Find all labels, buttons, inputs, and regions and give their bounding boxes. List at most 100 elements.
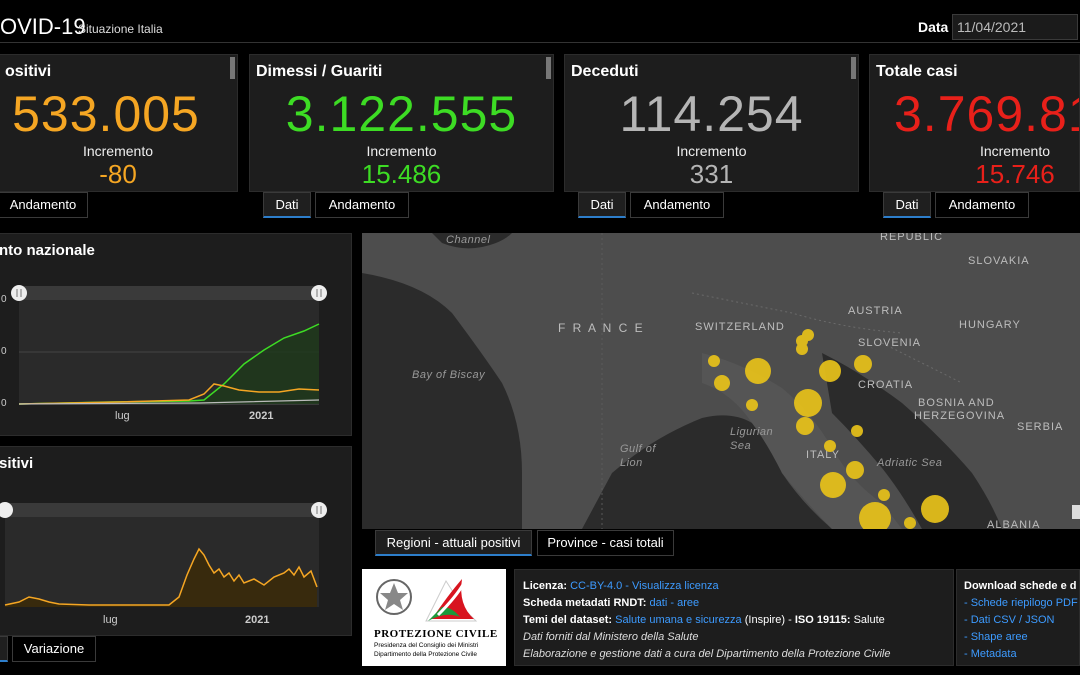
y-tick: 0 <box>1 346 7 357</box>
tab-totale-dati[interactable]: Dati <box>883 192 931 218</box>
region-bubble[interactable] <box>846 461 864 479</box>
guariti-area <box>19 324 319 404</box>
tab-variazione[interactable]: Variazione <box>12 636 96 662</box>
positivi-chart <box>0 502 327 607</box>
flame-green-icon <box>428 607 460 621</box>
x-tick: lug <box>103 614 118 626</box>
license-row: Licenza: CC-BY-4.0 - Visualizza licenza <box>523 580 719 592</box>
download-panel: Download schede e d - Schede riepilogo P… <box>956 569 1080 666</box>
adriatic-sea <box>822 353 1002 529</box>
map-bubbles <box>708 329 949 529</box>
date-input[interactable]: 11/04/2021 <box>952 14 1078 40</box>
logo-line1: Presidenza del Consiglio dei Ministri <box>374 642 479 649</box>
slider-handle-left[interactable] <box>11 285 27 301</box>
metadata-sep: - <box>667 597 678 609</box>
region-bubble[interactable] <box>796 417 814 435</box>
region-bubble[interactable] <box>708 355 720 367</box>
region-bubble[interactable] <box>824 440 836 452</box>
card-scrollbar[interactable] <box>546 57 551 79</box>
map-label: BOSNIA AND <box>918 397 995 409</box>
slider-handle-left[interactable] <box>0 502 13 518</box>
card-positivi-inc-value: -80 <box>99 159 137 189</box>
license-label: Licenza: <box>523 580 568 592</box>
map-scrollbar[interactable] <box>1072 505 1080 519</box>
trend-range-slider[interactable] <box>19 286 319 300</box>
logo-line2: Dipartimento della Protezione Civile <box>374 651 477 658</box>
tab-guariti-andamento[interactable]: Andamento <box>315 192 409 218</box>
card-totale-inc-label: Incremento <box>979 143 1051 159</box>
map-label: Bay of Biscay <box>412 369 486 381</box>
channel-sea <box>432 233 512 249</box>
card-guariti: Dimessi / Guariti 3.122.555 Incremento 1… <box>249 54 554 192</box>
card-deceduti: Deceduti 114.254 Incremento 331 <box>564 54 859 192</box>
region-bubble[interactable] <box>802 329 814 341</box>
positivi-range-slider[interactable] <box>5 503 319 517</box>
map-label: HERZEGOVINA <box>914 410 1006 422</box>
app-title: OVID-19 <box>0 14 86 39</box>
map-label: CROATIA <box>858 379 914 391</box>
map-label: Channel <box>446 234 491 246</box>
region-bubble[interactable] <box>921 495 949 523</box>
management-text: Elaborazione e gestione dati a cura del … <box>523 648 891 660</box>
map-label: SWITZERLAND <box>695 321 785 333</box>
region-bubble[interactable] <box>746 399 758 411</box>
region-bubble[interactable] <box>851 425 863 437</box>
download-link-shape[interactable]: - Shape aree <box>964 631 1028 643</box>
map-label: REPUBLIC <box>880 233 944 243</box>
region-bubble[interactable] <box>819 360 841 382</box>
positivi-panel: sitivi lug 2021 <box>0 446 352 636</box>
positivi-variation-line <box>4 547 318 606</box>
tab-positivi-andamento[interactable]: Andamento <box>0 192 88 218</box>
card-totale-inc-value: 15.746 <box>975 159 1055 189</box>
x-tick: lug <box>115 410 130 422</box>
tab-totale-andamento[interactable]: Andamento <box>935 192 1029 218</box>
star-icon <box>380 583 408 610</box>
map-label: SLOVENIA <box>858 337 922 349</box>
protezione-civile-logo: PROTEZIONE CIVILE Presidenza del Consigl… <box>362 569 506 666</box>
card-deceduti-inc-label: Incremento <box>676 143 747 159</box>
region-bubble[interactable] <box>796 343 808 355</box>
region-bubble[interactable] <box>820 472 846 498</box>
tab-deceduti-andamento[interactable]: Andamento <box>630 192 724 218</box>
header: OVID-19 Situazione Italia Data 11/04/202… <box>0 0 1080 44</box>
region-bubble[interactable] <box>904 517 916 529</box>
download-link-metadata[interactable]: - Metadata <box>964 648 1017 660</box>
map-label: ALBANIA <box>987 519 1041 529</box>
card-scrollbar[interactable] <box>851 57 856 79</box>
map-label: AUSTRIA <box>848 305 903 317</box>
themes-row: Temi del dataset: Salute umana e sicurez… <box>523 614 885 626</box>
region-bubble[interactable] <box>878 489 890 501</box>
tab-positivi-active[interactable] <box>0 636 8 662</box>
map-view[interactable]: REPUBLIC SLOVAKIA Channel F R A N C E SW… <box>362 233 1080 529</box>
region-bubble[interactable] <box>859 502 891 529</box>
italy-land <box>702 353 902 529</box>
slider-handle-right[interactable] <box>311 502 327 518</box>
view-license-link[interactable]: Visualizza licenza <box>632 580 719 592</box>
y-tick: 0 <box>1 294 7 305</box>
license-sep: - <box>622 580 633 592</box>
tab-guariti-dati[interactable]: Dati <box>263 192 311 218</box>
license-link[interactable]: CC-BY-4.0 <box>570 580 623 592</box>
themes-link[interactable]: Salute umana e sicurezza <box>615 614 742 626</box>
map-label: SLOVAKIA <box>968 255 1030 267</box>
region-bubble[interactable] <box>794 389 822 417</box>
tab-regioni[interactable]: Regioni - attuali positivi <box>375 530 532 556</box>
y-tick: 0 <box>1 398 7 409</box>
source-text: Dati forniti dal Ministero della Salute <box>523 631 699 643</box>
tab-province[interactable]: Province - casi totali <box>537 530 674 556</box>
map-label: Lion <box>620 457 643 469</box>
tab-deceduti-dati[interactable]: Dati <box>578 192 626 218</box>
download-link-csv[interactable]: - Dati CSV / JSON <box>964 614 1055 626</box>
region-bubble[interactable] <box>745 358 771 384</box>
header-divider <box>0 42 1080 43</box>
trend-panel: nto nazionale 0 0 0 lug 2021 <box>0 233 352 436</box>
metadata-dati-link[interactable]: dati <box>649 597 668 609</box>
slider-handle-right[interactable] <box>311 285 327 301</box>
download-link-pdf[interactable]: - Schede riepilogo PDF <box>964 597 1078 609</box>
metadata-aree-link[interactable]: aree <box>677 597 700 609</box>
border <box>881 342 963 384</box>
card-scrollbar[interactable] <box>230 57 235 79</box>
region-bubble[interactable] <box>854 355 872 373</box>
iso-value: Salute <box>850 614 885 626</box>
region-bubble[interactable] <box>714 375 730 391</box>
